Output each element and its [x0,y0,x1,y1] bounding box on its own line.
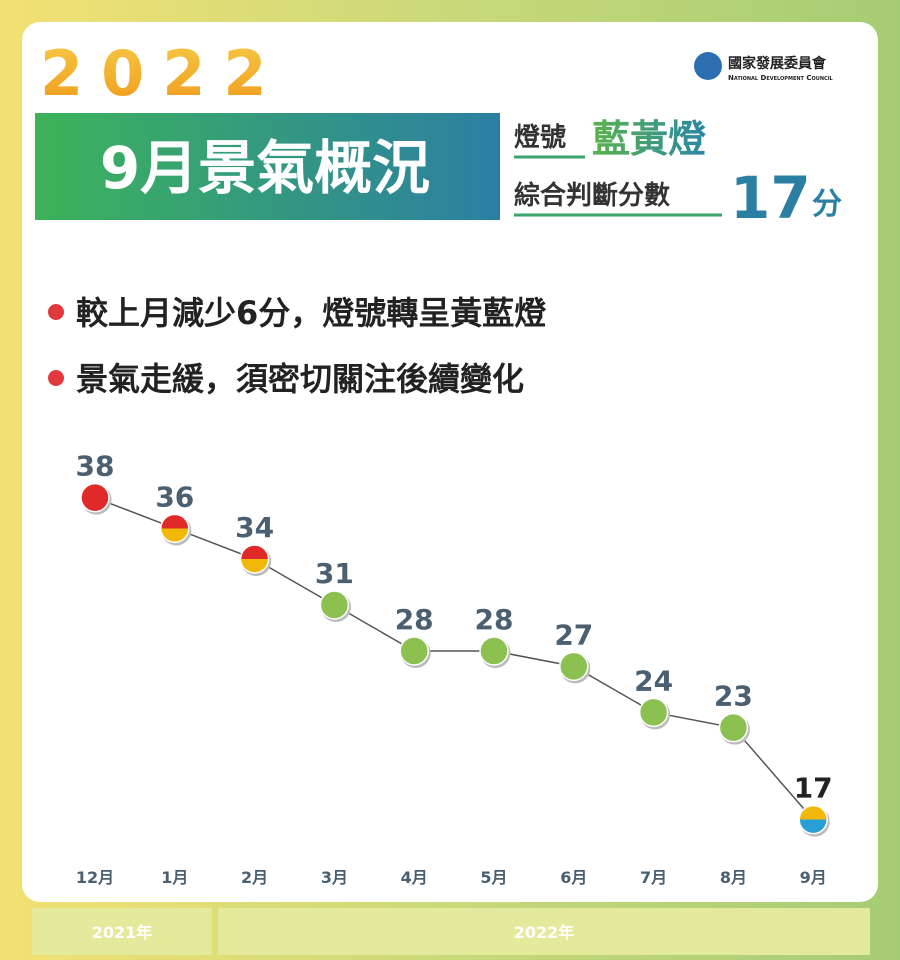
x-tick-label: 3月 [321,868,348,887]
bullet-dot [48,370,64,386]
value-label: 24 [634,664,673,697]
value-label: 31 [315,557,354,590]
x-tick-label: 7月 [640,868,667,887]
point [559,651,589,682]
bullet: 較上月減少6分，燈號轉呈黃藍燈 [76,294,546,332]
card [22,22,878,902]
org-name: 國家發展委員會 [728,55,827,72]
x-tick-label: 9月 [800,868,827,887]
value-label: 28 [395,603,434,636]
line [94,496,814,821]
x-tick-label: 4月 [401,868,428,887]
point [479,636,509,666]
value-label: 27 [554,618,593,651]
bullet-dot [48,304,64,320]
score-value: 17 [730,164,811,232]
x-tick-label: 8月 [720,868,747,887]
point [798,804,828,835]
score-label: 綜合判斷分數 [514,180,670,211]
x-tick-label: 12月 [76,868,114,887]
year-group-label: 2022年 [514,923,575,942]
signal-label: 燈號 [514,123,566,153]
org-english: National Development Council [728,74,834,82]
headline: 9月景氣概況 [100,134,430,202]
value-label: 34 [235,511,274,544]
value-label: 17 [794,772,833,805]
logo: 國家發展委員會 National Development Council [694,52,834,82]
point [399,636,429,666]
point [160,513,190,544]
x-tick-label: 2月 [241,868,268,887]
point [638,697,669,728]
value-label: 38 [76,450,115,483]
headline-box [35,113,500,220]
score-unit: 分 [812,187,842,222]
x-tick-label: 1月 [161,868,188,887]
logo-mark [694,52,722,80]
x-tick-label: 6月 [560,868,587,887]
x-tick-label: 5月 [480,868,507,887]
value-label: 23 [714,680,753,713]
point [319,590,350,620]
signal-value: 藍黃燈 [592,117,706,161]
point [239,544,270,574]
value-label: 36 [155,480,194,513]
bullet: 景氣走緩，須密切關注後續變化 [76,360,524,398]
point [80,482,110,513]
year-group-box [218,908,870,955]
year-group-label: 2021年 [92,923,153,942]
point [718,712,749,743]
year-group-box [32,908,212,955]
value-label: 28 [475,603,514,636]
year: 2022 [40,37,285,110]
